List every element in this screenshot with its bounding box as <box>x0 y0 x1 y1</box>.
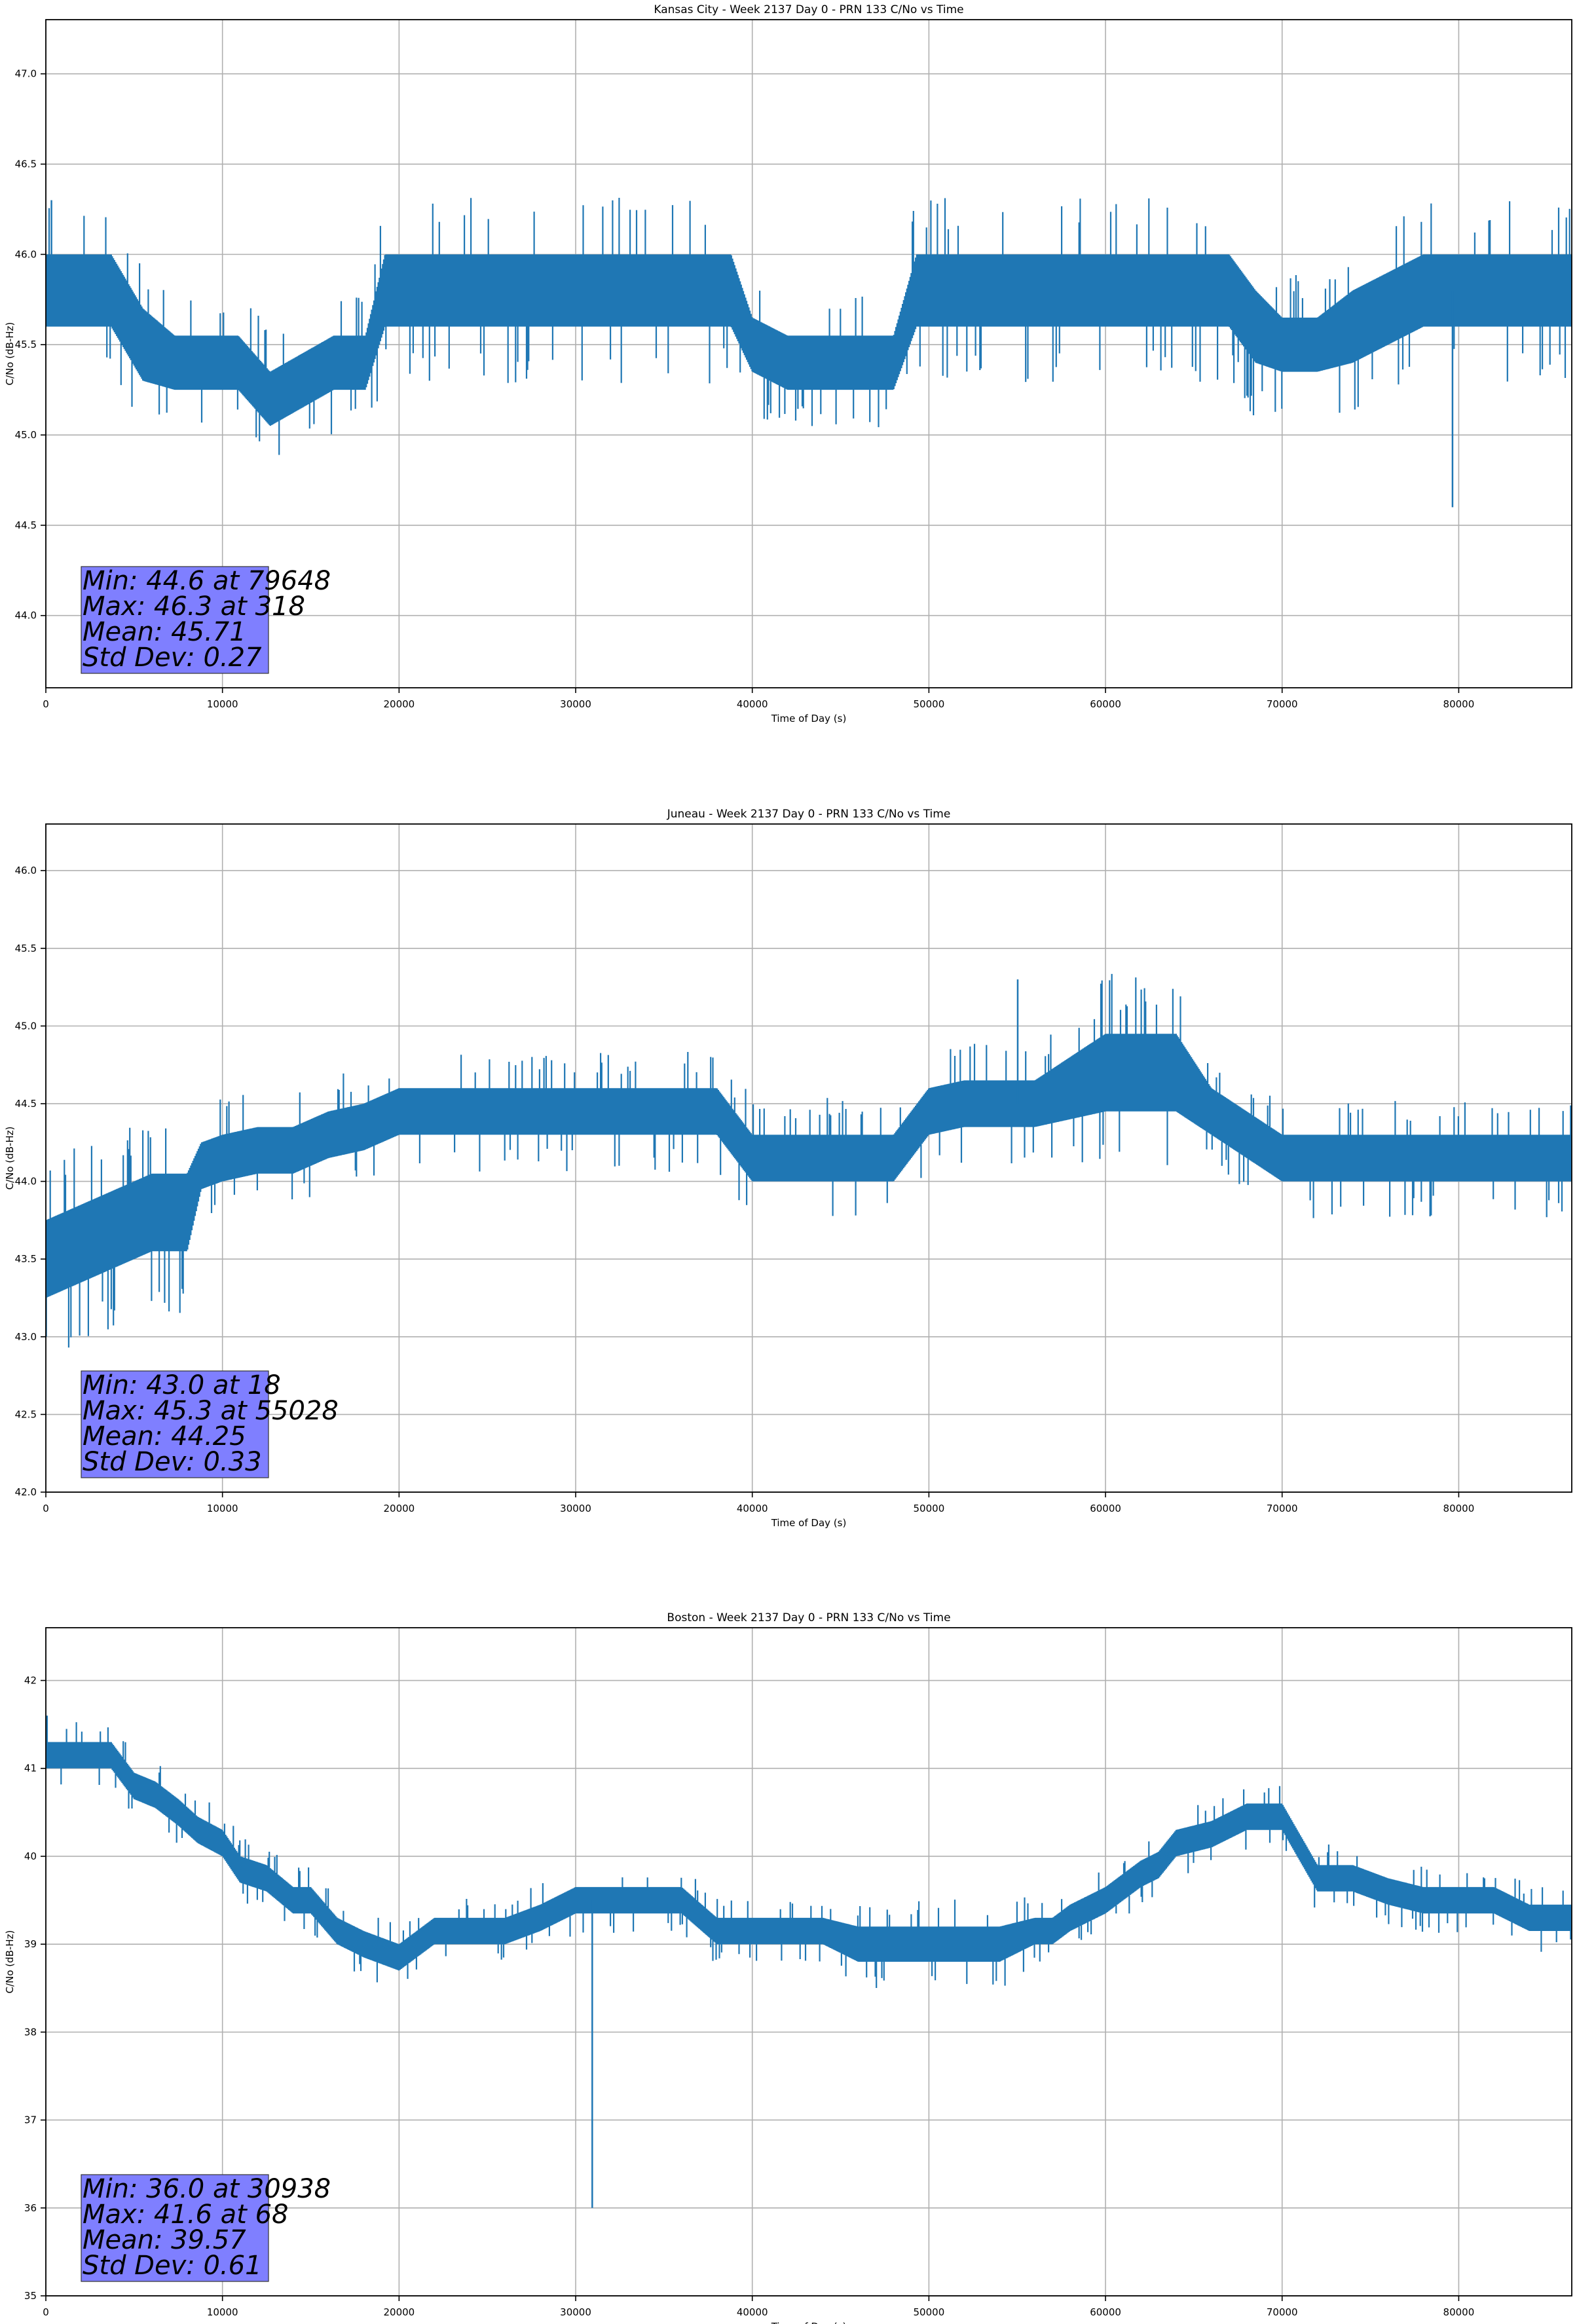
stats-line: Std Dev: 0.61 <box>83 2251 262 2281</box>
x-tick-label: 10000 <box>207 2306 238 2318</box>
x-tick-label: 70000 <box>1267 2306 1298 2318</box>
stats-line: Std Dev: 0.33 <box>83 1447 262 1477</box>
x-tick-label: 0 <box>43 698 49 710</box>
y-tick-label: 44.5 <box>15 1098 37 1110</box>
x-tick-label: 40000 <box>737 1503 768 1514</box>
y-axis-label: C/No (dB-Hz) <box>4 322 16 386</box>
axes-frame <box>45 19 1572 688</box>
stats-box <box>81 1370 269 1478</box>
y-tick-label: 47.0 <box>15 68 37 80</box>
x-tick-label: 10000 <box>207 1503 238 1514</box>
x-tick-label: 60000 <box>1090 1503 1121 1514</box>
stats-box <box>81 2174 269 2282</box>
y-tick-label: 44.0 <box>15 1176 37 1188</box>
x-tick-label: 20000 <box>383 2306 415 2318</box>
grid <box>45 20 1572 688</box>
x-tick-label: 70000 <box>1267 698 1298 710</box>
chart-panel-2: 0 10000 20000 30000 40000 50000 60000 70000 8000… <box>4 808 1572 1529</box>
stats-line: Max: 46.3 at 318 <box>83 591 305 622</box>
y-tick-label: 40 <box>24 1850 37 1862</box>
x-tick-label: 50000 <box>914 2306 945 2318</box>
series-line <box>46 198 1572 508</box>
x-tick-label: 10000 <box>207 698 238 710</box>
stats-line: Min: 44.6 at 79648 <box>83 566 331 596</box>
stats-line: Max: 41.6 at 68 <box>83 2200 288 2230</box>
y-axis-label: C/No (dB-Hz) <box>4 1127 16 1190</box>
stats-line: Mean: 44.25 <box>83 1421 246 1452</box>
x-tick-label: 30000 <box>560 1503 591 1514</box>
x-tick-label: 20000 <box>383 698 415 710</box>
x-tick-label: 0 <box>43 2306 49 2318</box>
stats-line: Mean: 39.57 <box>83 2225 246 2255</box>
stats-line: Max: 45.3 at 55028 <box>83 1396 339 1426</box>
stats-line: Min: 36.0 at 30938 <box>83 2174 331 2204</box>
x-tick-label: 80000 <box>1443 2306 1475 2318</box>
grid <box>45 824 1572 1493</box>
y-tick-label: 43.5 <box>15 1253 37 1265</box>
x-tick-label: 80000 <box>1443 1503 1475 1514</box>
x-tick-label: 0 <box>43 1503 49 1514</box>
chart-panel-3: 0 10000 20000 30000 40000 50000 60000 70000 8000… <box>4 1611 1572 2324</box>
y-tick-label: 42.0 <box>15 1486 37 1498</box>
chart-title: Boston - Week 2137 Day 0 - PRN 133 C/No … <box>667 1611 950 1624</box>
y-tick-label: 45.5 <box>15 339 37 350</box>
chart-title: Juneau - Week 2137 Day 0 - PRN 133 C/No … <box>667 808 951 821</box>
y-tick-label: 46.0 <box>15 865 37 876</box>
x-tick-label: 70000 <box>1267 1503 1298 1514</box>
y-tick-label: 38 <box>24 2026 37 2038</box>
y-tick-label: 45.0 <box>15 429 37 441</box>
series-band <box>46 973 1572 1348</box>
stats-line: Min: 43.0 at 18 <box>83 1370 281 1400</box>
stats-line: Std Dev: 0.27 <box>83 643 262 673</box>
y-tick-label: 46.0 <box>15 248 37 260</box>
y-tick-label: 42.5 <box>15 1408 37 1420</box>
y-tick-label: 44.0 <box>15 610 37 622</box>
series-band <box>46 198 1572 455</box>
x-tick-label: 30000 <box>560 698 591 710</box>
x-tick-label: 40000 <box>737 2306 768 2318</box>
y-axis-label: C/No (dB-Hz) <box>4 1930 16 1994</box>
x-tick-label: 80000 <box>1443 698 1475 710</box>
x-tick-label: 60000 <box>1090 698 1121 710</box>
series-band <box>46 1722 1572 1988</box>
y-tick-label: 37 <box>24 2114 37 2126</box>
y-tick-label: 43.0 <box>15 1331 37 1343</box>
y-tick-label: 45.5 <box>15 943 37 954</box>
axes-frame <box>45 1627 1572 2296</box>
x-tick-label: 50000 <box>914 698 945 710</box>
series-line <box>46 1715 1572 2208</box>
x-tick-label: 50000 <box>914 1503 945 1514</box>
chart-title: Kansas City - Week 2137 Day 0 - PRN 133 … <box>654 3 963 16</box>
x-tick-label: 40000 <box>737 698 768 710</box>
stats-box <box>81 566 269 674</box>
y-tick-label: 46.5 <box>15 159 37 170</box>
x-axis-label: Time of Day (s) <box>771 2321 847 2324</box>
y-tick-label: 39 <box>24 1938 37 1950</box>
x-axis-label: Time of Day (s) <box>771 713 847 724</box>
x-axis-label: Time of Day (s) <box>771 1517 847 1529</box>
axes-frame <box>45 823 1572 1493</box>
x-tick-label: 60000 <box>1090 2306 1121 2318</box>
x-tick-label: 20000 <box>383 1503 415 1514</box>
chart-panel-1: 0 10000 20000 30000 40000 50000 60000 70000 8000… <box>4 3 1572 724</box>
y-tick-label: 41 <box>24 1763 37 1774</box>
x-tick-label: 30000 <box>560 2306 591 2318</box>
stats-line: Mean: 45.71 <box>83 617 246 647</box>
y-tick-label: 42 <box>24 1675 37 1687</box>
y-tick-label: 44.5 <box>15 519 37 531</box>
y-tick-label: 35 <box>24 2290 37 2302</box>
y-tick-label: 36 <box>24 2202 37 2214</box>
y-tick-label: 45.0 <box>15 1020 37 1032</box>
